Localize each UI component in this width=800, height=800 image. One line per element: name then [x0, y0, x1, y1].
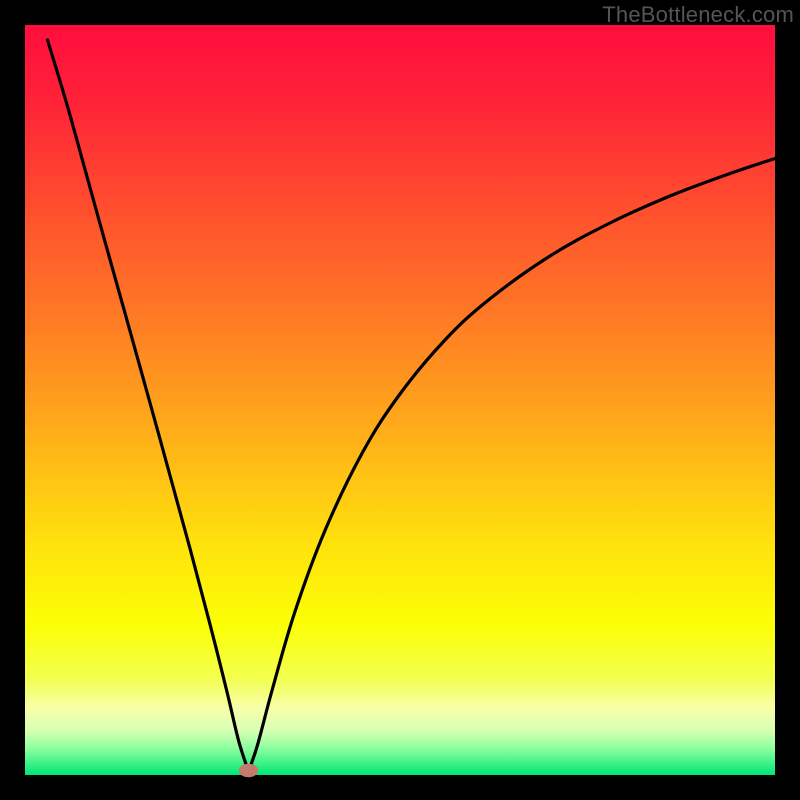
watermark-text: TheBottleneck.com [602, 2, 794, 28]
minimum-marker [239, 764, 259, 778]
chart-container: TheBottleneck.com [0, 0, 800, 800]
chart-background [25, 25, 775, 775]
bottleneck-chart [0, 0, 800, 800]
